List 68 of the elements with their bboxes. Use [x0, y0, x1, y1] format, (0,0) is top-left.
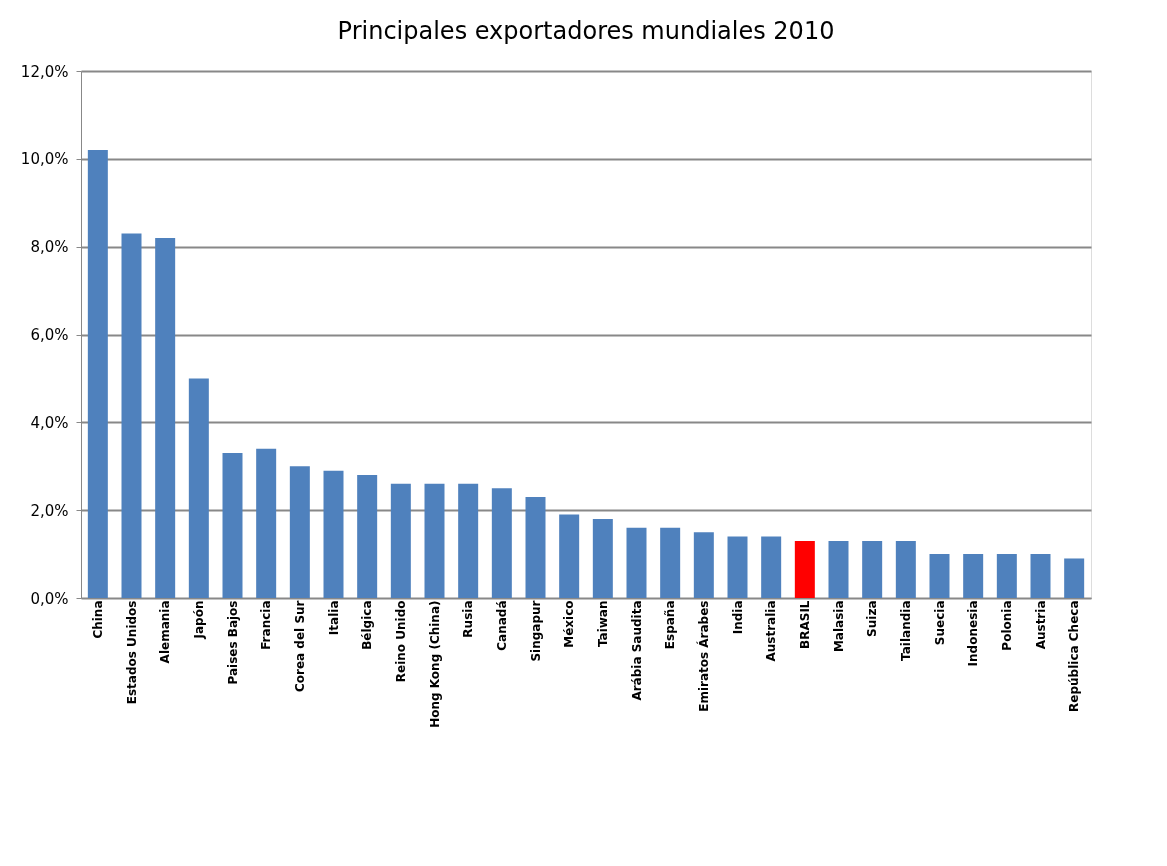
bar — [794, 540, 815, 598]
x-tick-label: Taiwan — [595, 600, 610, 648]
x-tick-label: México — [562, 600, 577, 648]
bar — [592, 518, 613, 598]
bar — [727, 536, 748, 598]
bar — [121, 233, 142, 598]
x-tick-label: Singapur — [528, 600, 543, 662]
x-tick-label: Arábia Saudita — [629, 600, 644, 701]
x-tick-label: China — [90, 600, 105, 639]
x-tick-label: Australia — [764, 600, 779, 662]
chart-title: Principales exportadores mundiales 2010 — [337, 17, 835, 45]
y-tick-label: 10,0% — [20, 150, 69, 169]
y-tick-label: 4,0% — [30, 413, 69, 432]
bar — [256, 448, 277, 598]
bar — [323, 470, 344, 598]
x-tick-label: Austria — [1033, 600, 1048, 650]
x-tick-label: Reino Unido — [393, 600, 408, 683]
x-tick-label: Tailandia — [898, 600, 913, 661]
x-tick-label: Paises Bajos — [225, 600, 240, 685]
x-tick-label: Indonesia — [966, 600, 981, 667]
y-tick-label: 0,0% — [30, 589, 69, 608]
x-tick-label: Canadá — [494, 600, 509, 651]
x-tick-label: Bélgica — [360, 600, 375, 650]
bar — [525, 496, 546, 598]
x-tick-label: Rusia — [461, 600, 476, 638]
bar — [458, 483, 479, 598]
x-tick-label: Emiratos Árabes — [695, 600, 711, 712]
y-tick-label: 8,0% — [30, 238, 69, 257]
x-tick-label: República Checa — [1067, 600, 1082, 712]
x-tick-label: Malasia — [831, 600, 846, 653]
y-tick-label: 12,0% — [20, 62, 69, 81]
bar — [996, 554, 1017, 598]
bar — [1030, 554, 1051, 598]
bar — [828, 540, 849, 598]
x-tick-label: India — [730, 600, 745, 635]
bar — [289, 466, 310, 598]
bar — [390, 483, 411, 598]
bar — [357, 475, 378, 598]
bar — [862, 540, 883, 598]
bar — [693, 532, 714, 598]
x-tick-label: Francia — [259, 600, 274, 650]
x-tick-label: España — [663, 600, 678, 650]
x-tick-label: Suiza — [865, 600, 880, 637]
x-tick-label: Alemania — [158, 600, 173, 664]
bar — [761, 536, 782, 598]
bar — [626, 527, 647, 598]
x-tick-label: Suecia — [932, 600, 947, 646]
y-tick-label: 6,0% — [30, 326, 69, 344]
bar — [559, 514, 580, 598]
bar — [929, 554, 950, 598]
bar — [1064, 558, 1085, 598]
x-tick-label: Corea del Sur — [292, 600, 307, 693]
bar — [87, 150, 108, 598]
x-tick-label: Hong Kong (China) — [427, 600, 442, 728]
x-tick-label: Estados Unidos — [124, 600, 139, 705]
x-tick-label: Italia — [326, 600, 341, 636]
x-tick-label: BRASIL — [797, 600, 812, 649]
bar — [222, 453, 243, 598]
bar — [660, 527, 681, 598]
bar — [424, 483, 445, 598]
bar — [963, 554, 984, 598]
bar — [188, 378, 209, 598]
bar — [491, 488, 512, 598]
x-tick-label: Japón — [191, 600, 206, 640]
bar — [895, 540, 916, 598]
y-tick-label: 2,0% — [30, 501, 69, 520]
x-tick-label: Polonia — [999, 600, 1014, 651]
bar — [155, 237, 176, 598]
